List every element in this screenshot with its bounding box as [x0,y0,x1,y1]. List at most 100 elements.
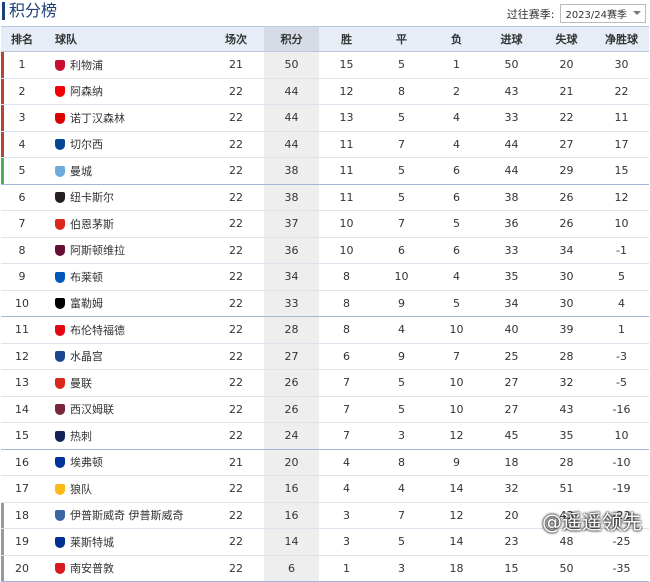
table-row: 13 曼联 22 26 7 5 10 27 32 -5 [1,369,649,397]
cell: 22 [208,263,264,291]
cell: 5 [594,263,649,291]
team-name: 曼联 [70,376,92,390]
cell: 4 [429,263,484,291]
team-icon [55,245,65,257]
cell: 22 [208,369,264,397]
team-name: 诺丁汉森林 [70,111,125,125]
team-name: 切尔西 [70,138,103,152]
team-name: 南安普敦 [70,562,114,576]
cell: 4 [429,131,484,158]
cell: 1 [429,51,484,79]
header: 积分榜 过往赛季: 2023/24赛季 [0,0,650,26]
cell: 44 [264,78,319,105]
table-row: 5 曼城 22 38 11 5 6 44 29 15 [1,157,649,185]
cell: 6 [429,157,484,185]
team-icon [55,351,65,363]
table-row: 6 纽卡斯尔 22 38 11 5 6 38 26 12 [1,184,649,211]
team-icon [55,218,65,230]
column-header: 排名 [1,26,43,52]
cell: 9 [374,343,429,370]
team-name: 莱斯特城 [70,535,114,549]
cell: 22 [208,131,264,158]
cell: 5 [374,396,429,423]
cell: 22 [208,104,264,132]
cell: 38 [264,184,319,211]
cell: 7 [1,210,43,238]
column-header: 失球 [539,26,594,52]
column-header: 负 [429,26,484,52]
cell: 10 [429,369,484,397]
season-label: 过往赛季: [506,7,555,21]
table-row: 15 热刺 22 24 7 3 12 45 35 10 [1,422,649,450]
cell: 16 [264,502,319,529]
cell: 22 [208,290,264,317]
team-icon [55,86,65,98]
cell: 37 [264,210,319,238]
cell: 34 [264,263,319,291]
cell: 4 [594,290,649,317]
team-icon [55,192,65,204]
team-cell: 阿斯顿维拉 [43,237,208,264]
team-cell: 诺丁汉森林 [43,104,208,132]
cell: 8 [319,316,374,344]
cell: 50 [539,555,594,582]
cell: 4 [374,475,429,503]
cell: 5 [374,51,429,79]
team-cell: 富勒姆 [43,290,208,317]
cell: 8 [319,263,374,291]
cell: 22 [208,78,264,105]
cell: 9 [429,449,484,476]
team-icon [55,59,65,71]
cell: 13 [1,369,43,397]
team-name: 阿森纳 [70,85,103,99]
cell: 29 [539,157,594,185]
cell: 32 [484,475,539,503]
season-select[interactable]: 2023/24赛季 [560,4,646,23]
team-icon [55,483,65,495]
team-name: 曼城 [70,164,92,178]
table-row: 1 利物浦 21 50 15 5 1 50 20 30 [1,51,649,79]
team-icon [55,510,65,522]
cell: 26 [539,184,594,211]
header-row: 排名 球队 场次 积分胜平负进球 失球 净胜球 [1,26,649,52]
column-header: 胜 [319,26,374,52]
cell: 14 [429,475,484,503]
cell: 10 [594,210,649,238]
cell: 22 [208,210,264,238]
cell: 12 [1,343,43,370]
cell: 10 [429,396,484,423]
column-header: 球队 [43,26,208,52]
cell: 15 [594,157,649,185]
team-icon [55,139,65,151]
cell: 22 [208,528,264,556]
cell: 35 [484,263,539,291]
cell: 43 [539,396,594,423]
cell: 45 [484,422,539,450]
cell: 4 [319,475,374,503]
cell: 1 [319,555,374,582]
cell: 15 [1,422,43,450]
team-cell: 狼队 [43,475,208,503]
team-icon [55,563,65,575]
cell: -35 [594,555,649,582]
cell: 27 [264,343,319,370]
cell: 11 [319,131,374,158]
cell: 5 [374,104,429,132]
team-name: 热刺 [70,429,92,443]
cell: 24 [264,422,319,450]
cell: 30 [594,51,649,79]
team-icon [55,165,65,177]
cell: 6 [374,237,429,264]
cell: 26 [264,396,319,423]
cell: 16 [264,475,319,503]
cell: 14 [429,528,484,556]
cell: 34 [484,290,539,317]
cell: 22 [208,396,264,423]
cell: 44 [264,131,319,158]
cell: 12 [429,502,484,529]
team-cell: 曼城 [43,157,208,185]
team-name: 富勒姆 [70,297,103,311]
cell: -10 [594,449,649,476]
cell: 33 [484,104,539,132]
